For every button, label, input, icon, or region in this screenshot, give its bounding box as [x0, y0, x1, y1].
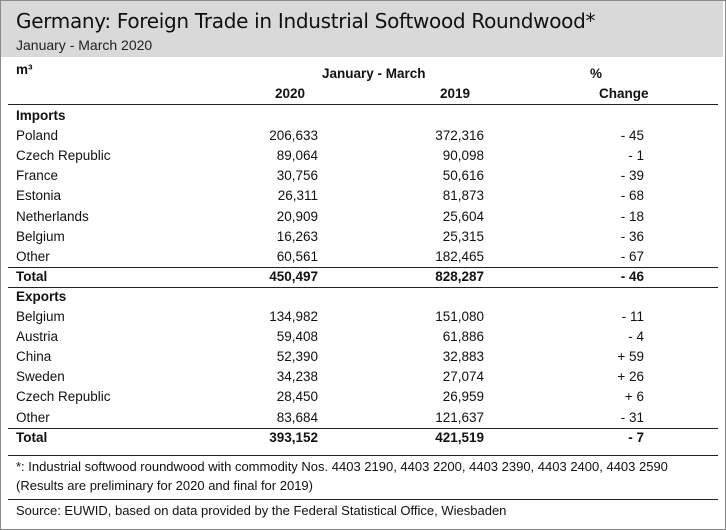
row-label: Austria [16, 329, 59, 345]
row-label: Estonia [16, 188, 62, 204]
total-2020: 450,497 [269, 268, 318, 284]
percent-change: - 39 [620, 168, 644, 184]
value-2019: 81,873 [442, 188, 484, 204]
value-2019: 61,886 [442, 329, 484, 345]
value-2019: 26,959 [442, 389, 484, 405]
row-label: Czech Republic [16, 148, 111, 164]
percent-change: - 31 [620, 409, 644, 425]
percent-change: + 26 [617, 369, 644, 385]
title-bar: Germany: Foreign Trade in Industrial Sof… [1, 1, 723, 57]
percent-change: - 68 [620, 188, 644, 204]
row-label: Belgium [16, 228, 65, 244]
total-change: - 46 [620, 268, 644, 284]
value-2019: 151,080 [435, 309, 484, 324]
value-2019: 32,883 [442, 349, 484, 365]
percent-change: + 6 [624, 389, 644, 405]
value-2019: 50,616 [442, 168, 484, 184]
percent-change: + 59 [617, 349, 644, 365]
value-2020: 30,756 [276, 168, 318, 184]
total-2019: 828,287 [435, 268, 484, 284]
row-label: Poland [16, 128, 59, 144]
value-2020: 60,561 [276, 248, 318, 264]
row-label: Netherlands [16, 208, 89, 224]
total-2020: 393,152 [269, 429, 318, 445]
value-2020: 28,450 [276, 389, 318, 405]
row-label: Belgium [16, 309, 65, 324]
change-header: Change [599, 86, 649, 101]
table-bottom-divider [8, 455, 718, 456]
percent-change: - 45 [620, 128, 644, 144]
total-label: Total [16, 268, 48, 284]
total-2019: 421,519 [435, 429, 484, 445]
value-2020: 26,311 [277, 188, 318, 204]
total-change: - 7 [628, 429, 644, 445]
row-label: Czech Republic [16, 389, 111, 405]
year-2019-header: 2019 [440, 86, 471, 101]
percent-change: - 1 [628, 148, 644, 164]
value-2020: 20,909 [276, 208, 318, 224]
percent-change: - 4 [628, 329, 644, 345]
section-heading: Exports [16, 288, 67, 304]
total-divider [8, 266, 718, 268]
source-divider [8, 499, 718, 500]
footnote: *: Industrial softwood roundwood with co… [16, 459, 668, 474]
total-label: Total [16, 429, 48, 445]
percent-change: - 11 [621, 309, 644, 324]
unit-label: m³ [16, 62, 33, 77]
year-2020-header: 2020 [275, 86, 306, 101]
percent-change: - 67 [620, 248, 644, 264]
value-2020: 83,684 [276, 409, 318, 425]
section-divider [8, 286, 718, 288]
period-header: January - March [322, 66, 426, 81]
total-divider [8, 427, 718, 429]
value-2020: 34,238 [276, 369, 318, 385]
row-label: China [16, 349, 52, 365]
row-label: Sweden [16, 369, 65, 385]
value-2020: 89,064 [276, 148, 318, 164]
value-2020: 52,390 [276, 349, 318, 365]
value-2020: 59,408 [276, 329, 318, 345]
header-divider [8, 104, 718, 105]
value-2019: 25,315 [442, 228, 484, 244]
footnote-results: (Results are preliminary for 2020 and fi… [16, 478, 313, 493]
value-2019: 182,465 [435, 248, 484, 264]
row-label: France [16, 168, 59, 184]
value-2020: 206,633 [269, 128, 318, 144]
value-2020: 134,982 [269, 309, 318, 324]
percent-header: % [590, 66, 603, 81]
row-label: Other [16, 409, 50, 425]
value-2019: 27,074 [442, 369, 484, 385]
row-label: Other [16, 248, 50, 264]
value-2019: 372,316 [435, 128, 484, 144]
percent-change: - 36 [620, 228, 644, 244]
page-title: Germany: Foreign Trade in Industrial Sof… [16, 9, 596, 33]
value-2019: 25,604 [442, 208, 484, 224]
value-2019: 90,098 [442, 148, 484, 164]
section-heading: Imports [16, 108, 66, 123]
source-note: Source: EUWID, based on data provided by… [16, 503, 507, 518]
value-2020: 16,263 [276, 228, 318, 244]
value-2019: 121,637 [435, 409, 484, 425]
percent-change: - 18 [620, 208, 644, 224]
page-subtitle: January - March 2020 [16, 37, 153, 53]
